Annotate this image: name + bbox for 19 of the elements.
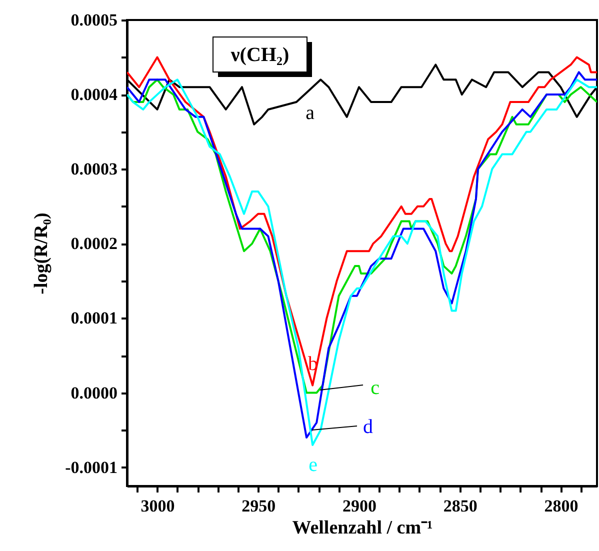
y-tick-label: -0.0001 [65, 458, 118, 477]
x-tick-label: 2850 [443, 496, 478, 516]
y-tick-label: 0.0003 [70, 160, 118, 179]
x-tick-label: 2900 [342, 496, 376, 516]
y-tick-label: 0.0004 [70, 85, 118, 104]
y-tick-label: 0.0001 [70, 308, 118, 328]
annotation: d [363, 416, 373, 438]
annotation: ν(CH₂) [230, 44, 290, 66]
x-axis-title: Wellenzahl / cm⁻¹ [292, 518, 433, 538]
y-tick-label: 0.0005 [70, 10, 118, 30]
y-axis-title: -log(R/R₀) [31, 212, 52, 294]
annotation: c [370, 377, 380, 399]
x-tick-label: 2950 [242, 496, 276, 516]
x-tick-label: 2800 [544, 496, 578, 516]
annotation: a [306, 102, 315, 124]
annotation: e [308, 454, 318, 476]
y-tick-label: 0.0002 [70, 234, 118, 254]
y-tick-label: 0.0000 [70, 383, 118, 402]
x-tick-label: 3000 [140, 496, 175, 516]
